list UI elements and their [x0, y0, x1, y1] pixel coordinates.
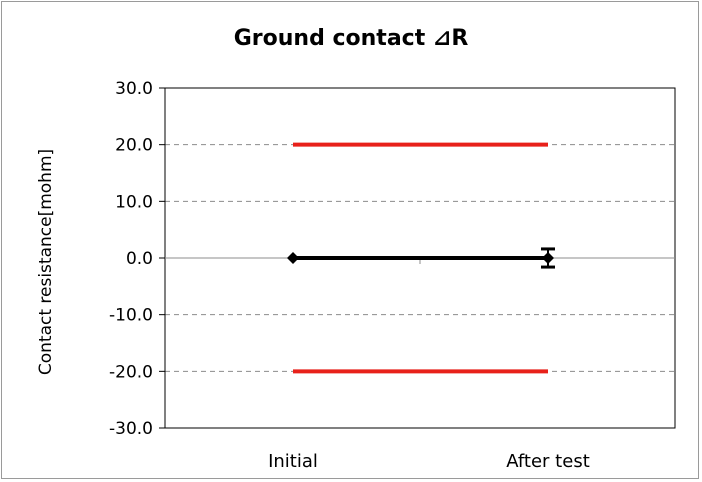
- y-axis: 30.0 20.0 10.0 0.0 -10.0 -20.0 -30.0: [109, 79, 675, 439]
- x-tick-label: Initial: [268, 451, 318, 472]
- limit-lines: [293, 142, 548, 374]
- y-tick-label: -10.0: [109, 306, 153, 326]
- y-tick-label: -20.0: [109, 362, 153, 382]
- series: [287, 247, 555, 269]
- y-tick-label: -30.0: [109, 419, 153, 439]
- category-labels: Initial After test: [268, 451, 590, 472]
- y-tick-label: 20.0: [115, 136, 153, 156]
- chart-title: Ground contact ⊿R: [233, 26, 469, 51]
- y-tick-label: 10.0: [115, 192, 153, 212]
- y-tick-label: 30.0: [115, 79, 153, 99]
- x-tick-label: After test: [506, 451, 590, 472]
- data-point: [542, 252, 554, 264]
- y-tick-label: 0.0: [126, 249, 153, 269]
- data-point: [287, 252, 299, 264]
